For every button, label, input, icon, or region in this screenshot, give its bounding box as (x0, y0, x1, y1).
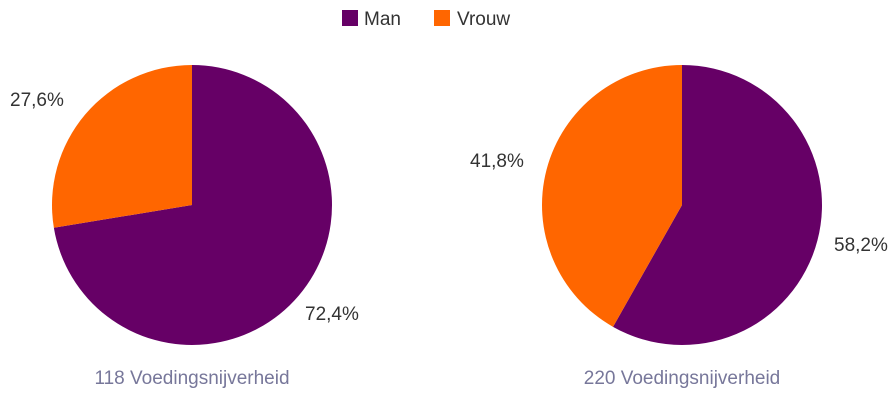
pie-2-label-man: 58,2% (834, 235, 888, 256)
pie-2-slice-man (613, 65, 823, 345)
pie-1-slice-man (53, 65, 333, 345)
legend-swatch-man (342, 10, 358, 26)
legend-item-vrouw: Vrouw (434, 9, 510, 30)
pie-1-title: 118 Voedingsnijverheid (94, 368, 289, 389)
legend-label-vrouw: Vrouw (457, 9, 510, 30)
legend-swatch-vrouw (434, 10, 450, 26)
legend-label-man: Man (364, 9, 401, 30)
pie-2-slice-vrouw (542, 65, 682, 327)
pie-chart-2: 58,2% 41,8% 220 Voedingsnijverheid (470, 65, 888, 389)
pie-2-title: 220 Voedingsnijverheid (584, 368, 781, 389)
pie-1-label-vrouw: 27,6% (10, 90, 64, 111)
pie-1-label-man: 72,4% (305, 304, 359, 325)
legend-item-man: Man (342, 9, 401, 30)
pie-1-slice-vrouw (51, 65, 192, 228)
legend: Man Vrouw (342, 9, 510, 30)
pie-chart-1: 72,4% 27,6% 118 Voedingsnijverheid (10, 65, 359, 389)
pie-2-label-vrouw: 41,8% (470, 151, 524, 172)
